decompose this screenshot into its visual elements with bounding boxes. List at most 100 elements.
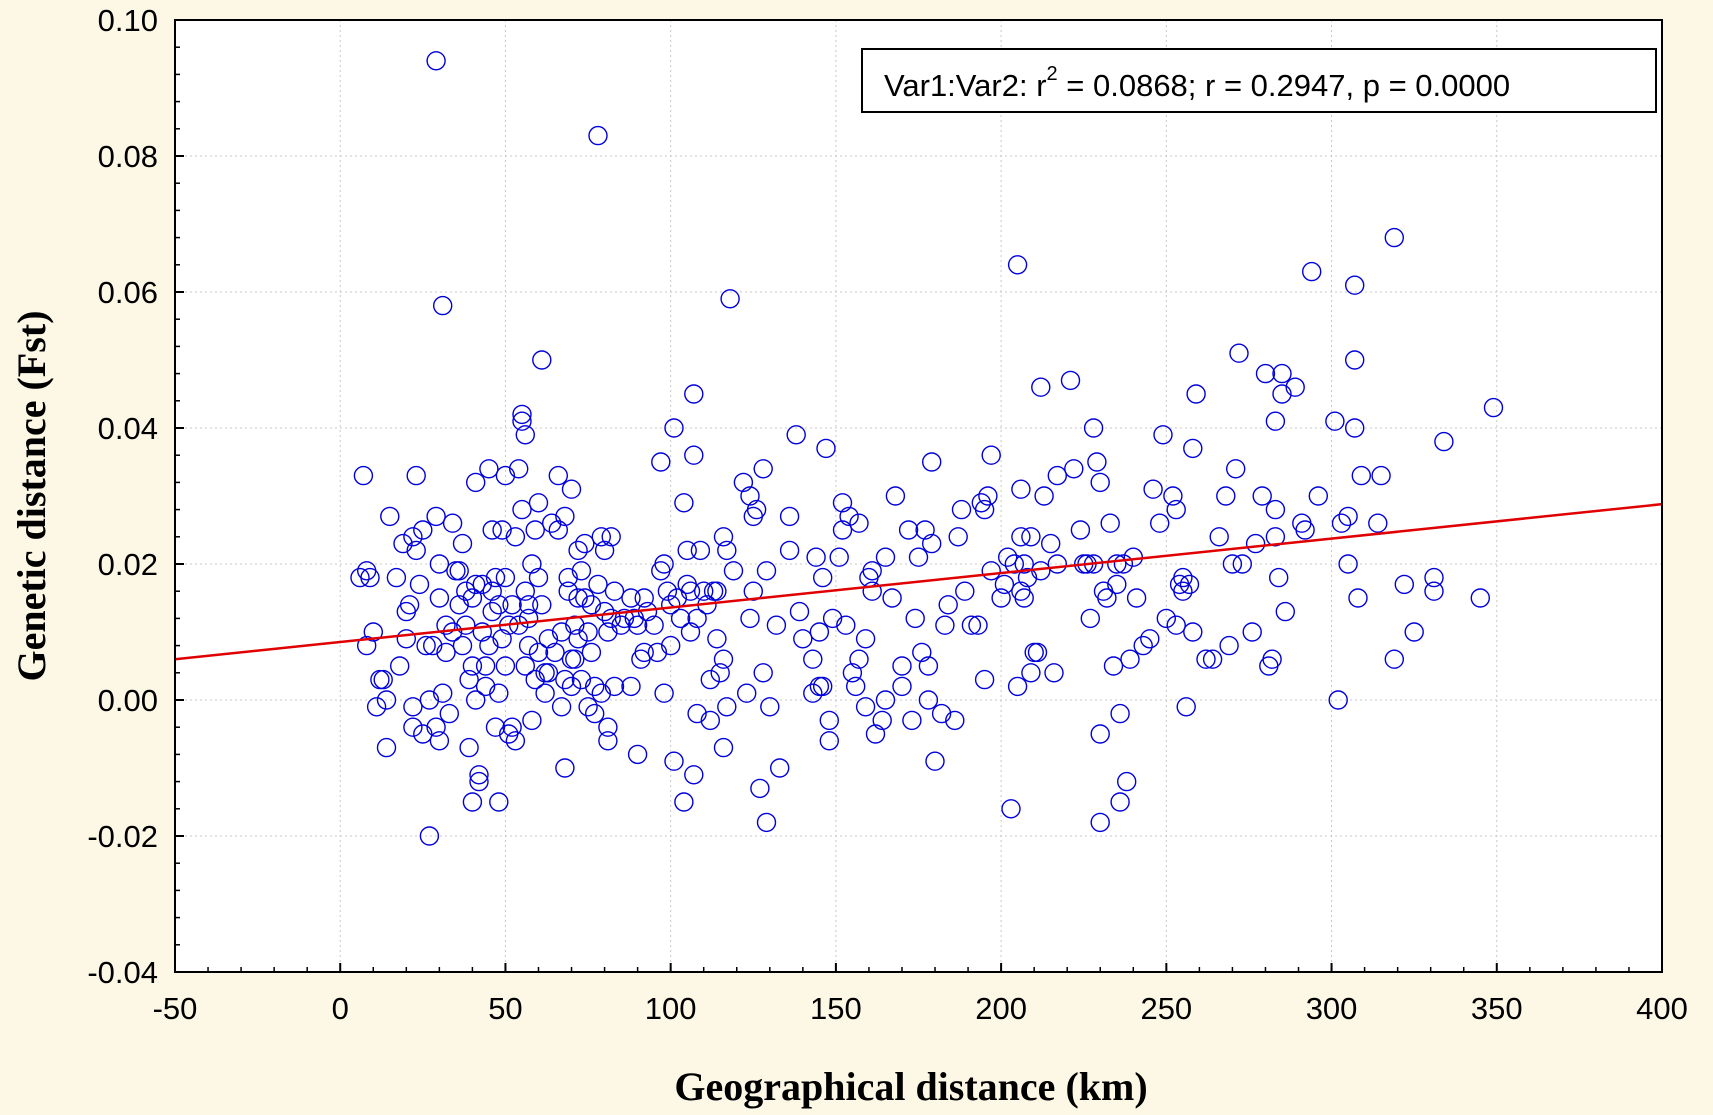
data-point [746,499,767,520]
data-point [1301,261,1322,282]
data-point [512,411,532,431]
data-point [482,601,502,622]
data-point [403,697,423,717]
data-point [439,703,459,724]
data-point [922,533,942,554]
data-point [1176,697,1196,717]
data-point [588,125,608,146]
data-point [1031,377,1051,397]
data-point [750,778,770,799]
data-point [862,581,882,601]
data-point [479,635,499,656]
data-point [604,581,625,601]
data-point [406,540,426,561]
data-point [1368,513,1388,533]
data-point [568,588,588,608]
data-point [809,622,830,642]
data-point [528,642,549,663]
data-point [1007,255,1028,275]
data-point [462,656,483,676]
data-point [793,629,813,649]
data-point [813,676,833,697]
data-point [931,703,952,724]
data-point [601,527,621,547]
data-point [482,520,502,540]
data-point [581,642,602,663]
data-point [710,663,730,683]
data-point [442,513,463,533]
data-point [1245,533,1266,554]
data-point [912,642,932,663]
x-tick-label: 0 [332,991,349,1026]
data-point [512,404,532,425]
data-point [528,493,549,513]
data-point [908,547,929,567]
data-point [1331,513,1352,533]
data-point [1183,438,1203,459]
data-point [1011,479,1031,499]
data-point [1090,472,1110,493]
data-point [515,581,535,601]
data-point [459,669,479,690]
data-point [363,622,383,642]
data-point [1021,663,1041,683]
data-point [525,669,545,690]
x-tick-label: 200 [975,991,1027,1026]
data-point [1232,554,1253,574]
data-point [684,445,704,465]
data-point [813,567,833,588]
data-point [462,792,483,812]
data-point [1344,275,1365,295]
data-point [981,561,1001,581]
x-axis-title: Geographical distance (km) [674,1064,1147,1109]
data-point [1325,411,1345,431]
data-point [565,615,585,635]
data-point [423,635,443,656]
data-point [994,574,1015,595]
data-point [555,506,575,527]
data-point [399,595,420,615]
data-point [436,615,456,635]
data-point [558,581,578,601]
data-point [978,486,998,506]
data-point [862,561,882,581]
data-point [1275,601,1296,622]
data-point [832,493,853,513]
data-point [1295,520,1315,540]
data-point [568,540,588,561]
data-point [492,520,512,540]
x-tick-label: 150 [810,991,862,1026]
data-point [571,669,592,690]
data-point [836,615,856,635]
data-point [935,615,955,635]
data-point [674,792,694,812]
data-point [1017,567,1038,588]
data-point [855,697,876,717]
data-point [1087,452,1107,472]
data-point [1338,506,1358,527]
data-point [1265,527,1286,547]
data-point [1219,635,1239,656]
data-point [406,465,426,486]
data-point [1308,486,1329,506]
data-point [578,622,598,642]
data-points [350,51,1504,846]
data-point [1225,459,1246,479]
data-point [627,744,648,765]
y-tick-labels: -0.04 -0.02 0.00 0.02 0.04 0.06 0.08 0.10 [87,3,158,990]
data-point [1014,554,1034,574]
data-point [1166,499,1186,520]
plot-frame [174,19,1663,973]
data-point [505,731,526,751]
data-point [1107,574,1127,595]
data-point [875,690,896,710]
plot-background [175,20,1662,972]
data-point [376,737,397,758]
y-tick-label: 0.08 [98,139,158,174]
data-point [403,527,423,547]
data-point [842,663,863,683]
data-point [1371,465,1391,486]
data-point [515,656,535,676]
data-point [475,676,496,697]
data-point [902,710,922,731]
